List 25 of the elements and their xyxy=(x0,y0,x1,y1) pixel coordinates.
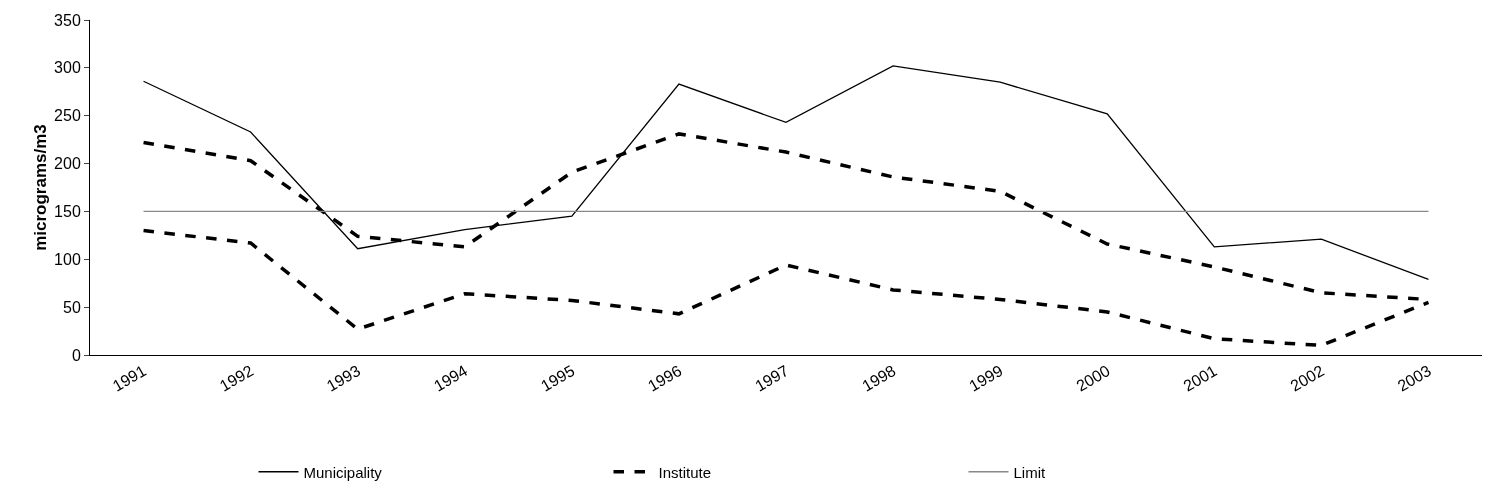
legend-label: Limit xyxy=(1013,463,1046,481)
y-tick-label: 300 xyxy=(54,59,81,77)
x-tick-label: 2003 xyxy=(1394,361,1435,395)
x-tick-label: 1999 xyxy=(966,361,1006,395)
y-tick-label: 200 xyxy=(54,155,81,173)
x-tick-label: 2001 xyxy=(1180,361,1220,395)
legend-label: Institute xyxy=(658,463,712,481)
y-tick-label: 50 xyxy=(63,298,81,316)
x-tick-label: 1991 xyxy=(109,361,150,395)
x-tick-label: 1996 xyxy=(645,361,685,395)
y-tick-label: 100 xyxy=(54,250,81,268)
x-tick-label: 1993 xyxy=(323,361,364,395)
x-tick-label: 1997 xyxy=(752,361,792,395)
y-tick-label: 0 xyxy=(71,346,81,364)
x-tick-label: 2000 xyxy=(1073,361,1113,395)
x-tick-label: 2002 xyxy=(1287,361,1327,395)
x-tick-label: 1994 xyxy=(430,361,471,395)
y-axis-title: micrograms/m3 xyxy=(31,124,50,251)
y-tick-label: 150 xyxy=(54,203,81,221)
x-tick-label: 1995 xyxy=(538,361,578,395)
y-tick-label: 250 xyxy=(54,107,81,125)
legend-label: Municipality xyxy=(303,463,383,481)
x-tick-label: 1998 xyxy=(859,361,899,395)
y-tick-label: 350 xyxy=(54,11,81,29)
x-tick-label: 1992 xyxy=(216,361,257,395)
